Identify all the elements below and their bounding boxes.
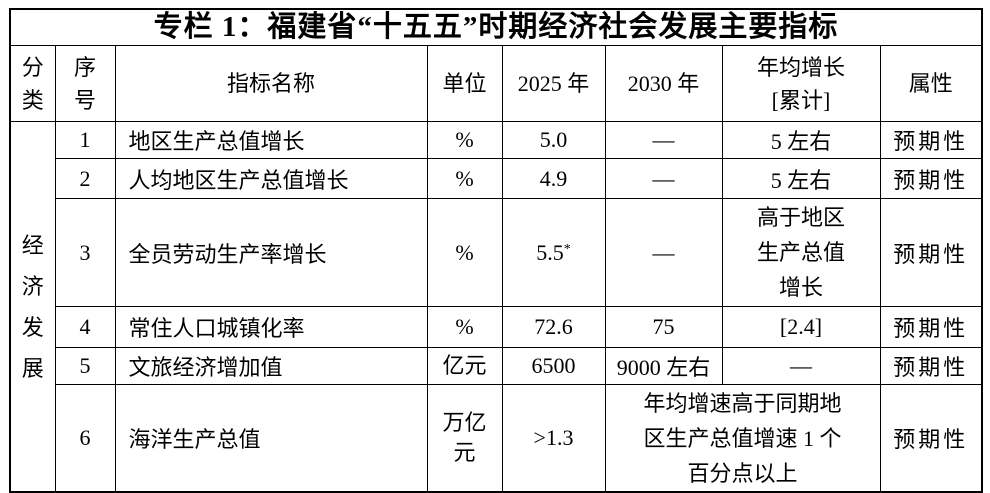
seq-cell: 5 [54,347,116,385]
value-2025-cell: 4.9 [501,158,606,199]
value-2025-cell: >1.3 [501,384,606,493]
table-title-row: 专栏 1：福建省“十五五”时期经济社会发展主要指标 [9,8,983,46]
value-2025-cell: 5.5* [501,198,606,307]
seq-cell: 4 [54,306,116,348]
growth-cell: [2.4] [721,306,881,348]
indicator-name-cell: 全员劳动生产率增长 [114,198,428,307]
col-header-unit: 单位 [426,45,503,122]
col-header-category-label: 分类 [21,54,44,113]
category-label: 经济发展 [21,232,44,381]
table-header-row: 分类 序号 指标名称 单位 2025 年 2030 年 年均增长 [累计] 属性 [9,45,983,122]
col-header-attr: 属性 [879,45,983,122]
indicator-name-cell: 海洋生产总值 [114,384,428,493]
growth-cell: — [721,347,881,385]
attr-cell: 预期性 [879,198,983,307]
unit-cell: 亿元 [426,347,503,385]
growth-cell: 高于地区生产总值增长 [721,198,881,307]
col-header-2025: 2025 年 [501,45,606,122]
merged-2030-growth-cell: 年均增速高于同期地区生产总值增速 1 个百分点以上 [604,384,881,493]
attr-cell: 预期性 [879,158,983,199]
indicator-row-2: 2 人均地区生产总值增长 % 4.9 — 5 左右 预期性 [10,158,983,199]
unit-cell: % [426,158,503,199]
seq-cell: 3 [54,198,116,307]
indicator-row-6: 6 海洋生产总值 万亿元 >1.3 年均增速高于同期地区生产总值增速 1 个百分… [10,384,983,493]
indicator-name-cell: 常住人口城镇化率 [114,306,428,348]
indicator-name-cell: 文旅经济增加值 [114,347,428,385]
col-header-category: 分类 [9,45,56,122]
unit-cell: % [426,306,503,348]
value-2030-cell: — [604,121,723,159]
col-header-name: 指标名称 [114,45,428,122]
col-header-seq: 序号 [54,45,116,122]
value-2030-cell: — [604,158,723,199]
value-2030-cell: 75 [604,306,723,348]
col-header-seq-label: 序号 [73,54,96,113]
attr-cell: 预期性 [879,384,983,493]
unit-cell: % [426,198,503,307]
attr-cell: 预期性 [879,347,983,385]
value-2025-cell: 6500 [501,347,606,385]
value-2025-number: 5.5 [536,239,564,265]
col-header-growth-line2: [累计] [771,87,831,113]
seq-cell: 1 [54,121,116,159]
indicator-row-5: 5 文旅经济增加值 亿元 6500 9000 左右 — 预期性 [10,347,983,385]
attr-cell: 预期性 [879,306,983,348]
value-2025-cell: 72.6 [501,306,606,348]
indicator-row-1: 经济发展 1 地区生产总值增长 % 5.0 — 5 左右 预期性 [9,121,983,493]
col-header-growth: 年均增长 [累计] [721,45,881,122]
footnote-asterisk: * [563,242,571,258]
category-cell: 经济发展 [9,121,56,493]
value-2030-cell: 9000 左右 [604,347,723,385]
growth-cell: 5 左右 [721,121,881,159]
unit-cell: % [426,121,503,159]
indicator-row-4: 4 常住人口城镇化率 % 72.6 75 [2.4] 预期性 [10,306,983,348]
growth-cell: 5 左右 [721,158,881,199]
indicator-table: 专栏 1：福建省“十五五”时期经济社会发展主要指标 分类 序号 指标名称 单位 … [9,8,984,493]
col-header-2030: 2030 年 [604,45,723,122]
col-header-growth-line1: 年均增长 [756,54,845,80]
indicator-name-cell: 地区生产总值增长 [114,121,428,159]
table-title: 专栏 1：福建省“十五五”时期经济社会发展主要指标 [9,8,983,46]
seq-cell: 6 [54,384,116,493]
unit-cell: 万亿元 [426,384,503,493]
attr-cell: 预期性 [879,121,983,159]
value-2025-cell: 5.0 [501,121,606,159]
value-2030-cell: — [604,198,723,307]
seq-cell: 2 [54,158,116,199]
indicator-name-cell: 人均地区生产总值增长 [114,158,428,199]
indicator-row-3: 3 全员劳动生产率增长 % 5.5* — 高于地区生产总值增长 预期性 [10,198,983,307]
